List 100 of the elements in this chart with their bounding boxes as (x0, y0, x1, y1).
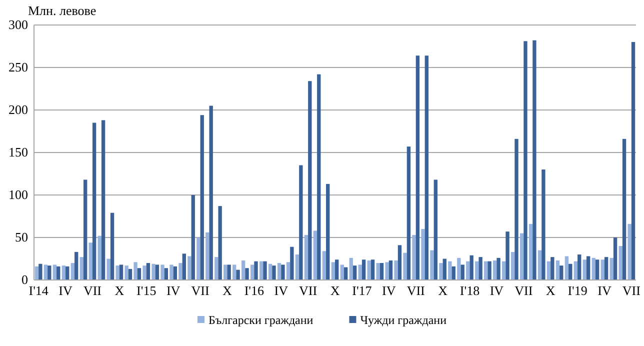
x-tick-label: I'16 (244, 283, 264, 298)
x-tick-label: X (114, 283, 125, 298)
x-tick-label: IV (274, 283, 289, 298)
y-tick-label: 300 (8, 17, 28, 32)
bar (349, 258, 353, 280)
bar (568, 264, 572, 280)
bar (510, 252, 515, 280)
bar (406, 146, 411, 280)
bar (442, 258, 446, 280)
bar (367, 260, 371, 280)
bar (478, 257, 482, 280)
bar (631, 42, 636, 280)
bar (92, 122, 96, 280)
bar (44, 264, 48, 280)
bar (618, 246, 622, 280)
bar (460, 264, 464, 280)
bar (290, 246, 294, 280)
bar (155, 264, 160, 280)
bar (574, 261, 578, 280)
bar (370, 260, 375, 280)
bar (116, 266, 120, 280)
bar (137, 268, 142, 280)
bar (610, 258, 614, 280)
y-tick-label: 150 (8, 144, 28, 160)
bar (196, 238, 200, 280)
bar (200, 115, 204, 280)
bar (556, 260, 560, 280)
bar (173, 266, 177, 280)
bar (119, 264, 124, 280)
x-tick-label: IV (598, 283, 612, 298)
x-tick-label: I'17 (352, 283, 372, 298)
bar (542, 170, 546, 280)
bar (586, 256, 590, 280)
bar (416, 56, 420, 280)
bar (326, 184, 330, 280)
bar (496, 258, 500, 280)
x-tick-label: VII (406, 283, 425, 298)
bar (56, 266, 60, 280)
bar (170, 264, 174, 280)
bar (83, 180, 88, 280)
bar (304, 234, 308, 280)
bar (241, 260, 246, 280)
x-tick-label: IV (382, 283, 396, 298)
bar (227, 264, 231, 280)
bar (268, 264, 272, 280)
x-tick-label: VII (191, 283, 210, 298)
bar (254, 261, 258, 280)
y-tick-label: 250 (8, 60, 28, 75)
y-tick-label: 200 (8, 102, 28, 118)
legend-label: Чужди граждани (360, 313, 448, 327)
y-tick-label: 0 (22, 272, 28, 288)
bar (52, 264, 57, 280)
bar (295, 254, 300, 280)
bar (224, 264, 228, 280)
x-tick-label: VII (299, 283, 318, 298)
bar (142, 266, 146, 280)
y-axis-title: Млн. левове (28, 3, 96, 18)
bar (48, 266, 52, 280)
bar (546, 261, 551, 280)
x-tick-label: I'18 (460, 283, 480, 298)
bar (128, 268, 132, 280)
bar (286, 262, 290, 280)
bar (272, 266, 276, 280)
bar (38, 264, 42, 280)
bar (214, 257, 218, 280)
bar (88, 242, 92, 280)
bar (259, 261, 264, 280)
x-tick-label: X (438, 283, 448, 298)
bar (380, 263, 384, 280)
bar (403, 252, 407, 280)
bar (564, 256, 569, 280)
x-tick-label: I'14 (28, 283, 49, 298)
bar (308, 81, 312, 280)
bar (110, 212, 114, 280)
bar (352, 266, 357, 280)
bar (524, 41, 528, 280)
bar (206, 232, 210, 280)
bar (124, 266, 128, 280)
bar (236, 270, 240, 280)
x-tick-label: VII (83, 283, 102, 298)
bar (250, 264, 254, 280)
bar (421, 229, 425, 280)
x-tick-label: VII (622, 283, 640, 298)
bar (340, 264, 344, 280)
bar (488, 261, 492, 280)
bar (592, 258, 596, 280)
bar (538, 250, 542, 280)
x-tick-label: X (222, 283, 233, 298)
x-tick-label: VII (514, 283, 533, 298)
bar (152, 264, 156, 280)
bar (582, 260, 587, 280)
bar (520, 233, 524, 280)
bar (434, 180, 438, 280)
bar (604, 257, 608, 280)
bar (101, 120, 106, 280)
x-tick-label: IV (58, 283, 73, 298)
y-tick-label: 100 (8, 187, 28, 202)
bar (331, 262, 335, 280)
bar (457, 258, 461, 280)
bar (209, 106, 213, 280)
